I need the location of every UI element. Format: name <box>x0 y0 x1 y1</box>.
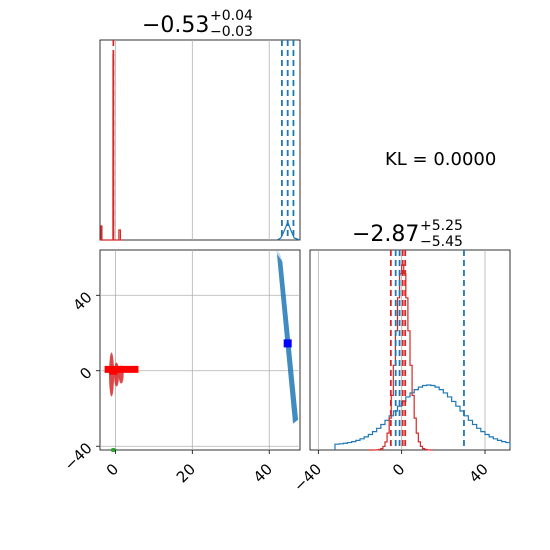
tick-label: −40 <box>61 439 96 474</box>
density-blue-tail <box>276 250 283 262</box>
tick-label: −40 <box>290 460 325 495</box>
density-red-band <box>104 365 139 373</box>
x-axis-ticks: 0 20 40 <box>103 450 276 486</box>
title-param1-value: −0.53 <box>142 13 209 38</box>
panel-param1-histogram <box>99 39 301 241</box>
panel-param2-histogram: −40 0 40 <box>290 249 511 495</box>
panel-marks <box>100 40 301 241</box>
tick-label: 40 <box>69 288 95 314</box>
panel-marks <box>334 250 511 451</box>
panel-frame <box>99 249 301 451</box>
tick-label: 20 <box>173 460 199 486</box>
tick-label: 40 <box>466 460 492 486</box>
density-green <box>110 448 117 452</box>
tick-label: 0 <box>389 460 408 479</box>
histogram-red <box>367 264 434 451</box>
panel-grid <box>114 40 270 240</box>
panel-frame <box>99 39 301 241</box>
tick-label: 40 <box>250 460 276 486</box>
panel-2d-density: −40 0 40 0 20 40 <box>61 249 301 486</box>
title-param2-minus: −5.45 <box>420 234 463 250</box>
title-param1-plus: +0.04 <box>210 8 253 24</box>
tick-label: 0 <box>76 364 95 383</box>
panel-marks <box>104 250 299 452</box>
histogram-blue <box>334 384 511 450</box>
title-param1: −0.53 +0.04 −0.03 <box>142 8 253 40</box>
title-param2-value: −2.87 <box>352 222 419 247</box>
marker-red <box>109 366 118 375</box>
marker-blue <box>283 339 292 348</box>
y-axis-ticks: −40 0 40 <box>61 288 100 474</box>
title-param1-minus: −0.03 <box>210 24 253 40</box>
title-param2: −2.87 +5.25 −5.45 <box>352 218 463 250</box>
tick-label: 0 <box>103 460 122 479</box>
kl-label: KL = 0.0000 <box>385 149 496 170</box>
panel-grid <box>317 250 486 450</box>
title-param2-plus: +5.25 <box>420 218 463 234</box>
density-blue <box>276 253 299 424</box>
x-axis-ticks: −40 0 40 <box>290 450 492 495</box>
